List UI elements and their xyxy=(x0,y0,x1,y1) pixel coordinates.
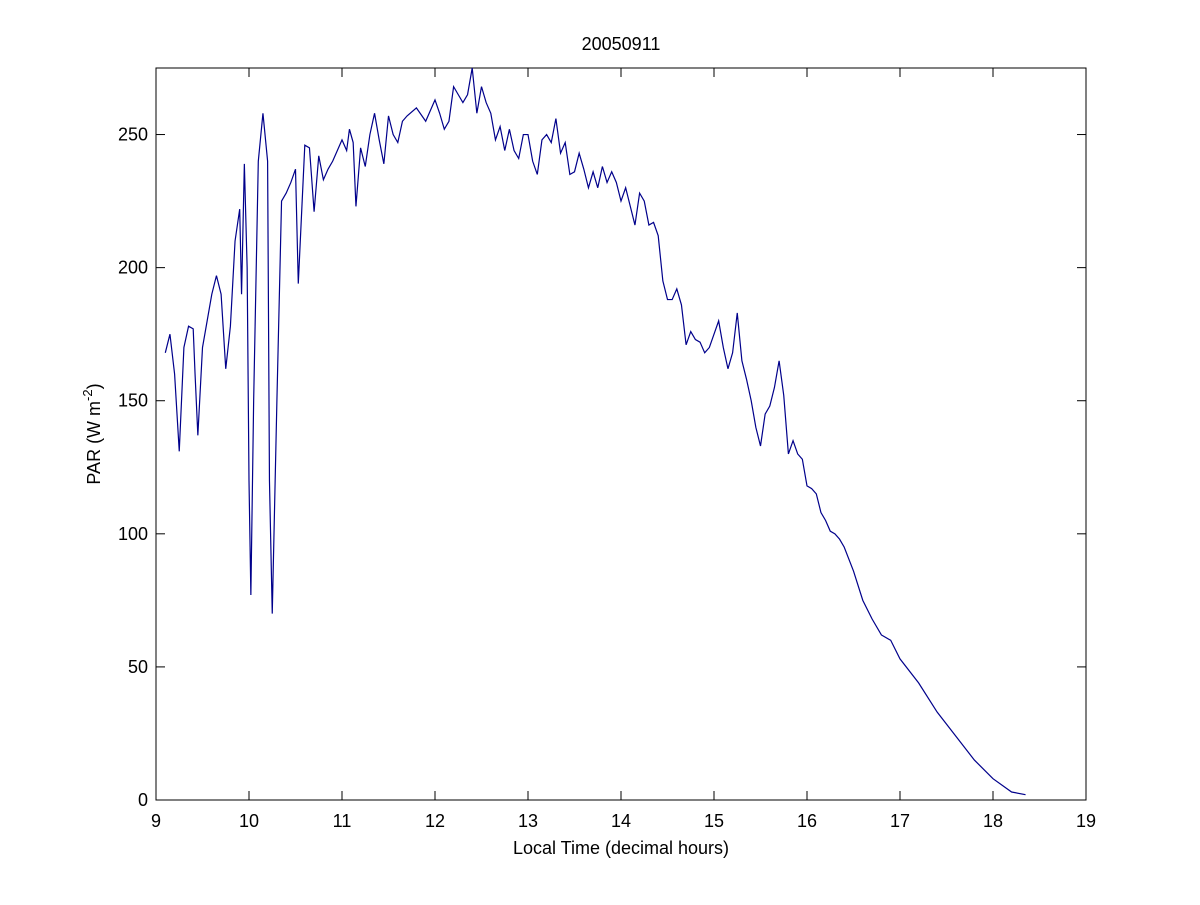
x-axis-label: Local Time (decimal hours) xyxy=(513,838,729,858)
y-tick-label: 50 xyxy=(128,657,148,677)
x-tick-label: 15 xyxy=(704,811,724,831)
y-tick-label: 200 xyxy=(118,258,148,278)
x-tick-label: 17 xyxy=(890,811,910,831)
data-line xyxy=(164,67,1026,796)
x-tick-label: 10 xyxy=(239,811,259,831)
x-tick-label: 14 xyxy=(611,811,631,831)
y-label-suffix: ) xyxy=(84,383,104,389)
y-tick-label: 100 xyxy=(118,524,148,544)
y-axis-label: PAR (W m-2) xyxy=(80,383,104,484)
x-tick-label: 18 xyxy=(983,811,1003,831)
y-label-text: PAR (W m xyxy=(84,401,104,485)
x-tick-label: 12 xyxy=(425,811,445,831)
y-tick-label: 250 xyxy=(118,125,148,145)
y-label-sup: -2 xyxy=(80,389,95,401)
x-tick-label: 11 xyxy=(333,811,352,831)
x-tick-label: 19 xyxy=(1076,811,1096,831)
x-tick-label: 16 xyxy=(797,811,817,831)
y-tick-label: 150 xyxy=(118,391,148,411)
x-tick-label: 9 xyxy=(151,811,161,831)
y-tick-label: 0 xyxy=(138,790,148,810)
chart-title: 20050911 xyxy=(582,34,661,54)
x-tick-label: 13 xyxy=(518,811,538,831)
